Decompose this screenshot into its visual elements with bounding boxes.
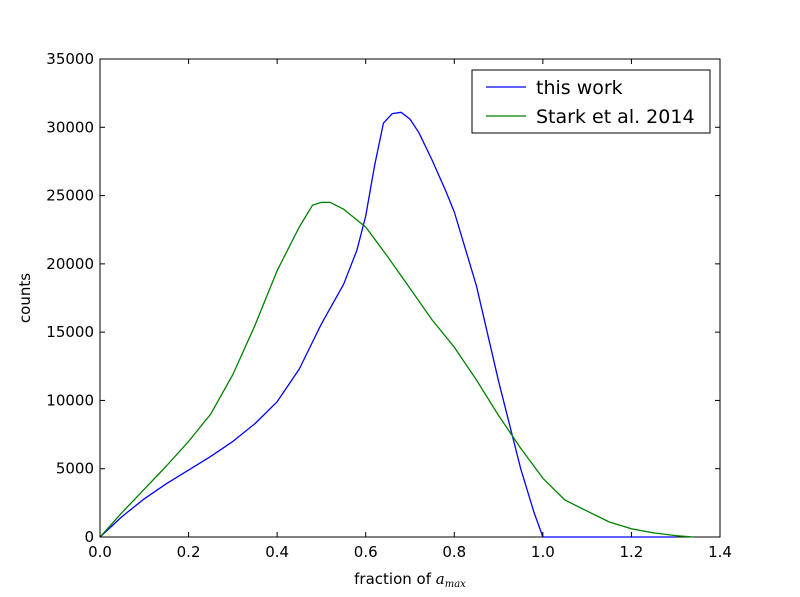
- legend-box: [471, 69, 711, 134]
- x-tick-label: 0.4: [265, 543, 289, 561]
- x-tick-label: 0.0: [88, 543, 112, 561]
- y-tick-label: 0: [84, 528, 94, 546]
- legend-label-1: this work: [536, 77, 623, 99]
- y-tick-label: 10000: [46, 391, 94, 409]
- legend-items: this work Stark et al. 2014: [486, 77, 695, 128]
- x-tick-label: 0.2: [177, 543, 201, 561]
- x-axis-label-subscript: max: [445, 579, 466, 590]
- x-axis-label: fraction of amax: [354, 570, 466, 590]
- y-axis-label: counts: [16, 273, 34, 323]
- plot-frame: [99, 58, 721, 538]
- x-axis-label-symbol: a: [436, 570, 445, 588]
- y-tick-label: 25000: [46, 187, 94, 205]
- y-tick-label: 15000: [46, 323, 94, 341]
- x-tick-label: 1.0: [531, 543, 555, 561]
- y-tick-label: 5000: [56, 460, 94, 478]
- series-line-2: [99, 201, 694, 538]
- x-tick-label: 1.2: [619, 543, 643, 561]
- tick-layer: 0.0 0.2 0.4 0.6 0.8 1.0 1.2 1.4 0 5000 10000 15000 2…: [46, 50, 732, 561]
- plot-area: 0.0 0.2 0.4 0.6 0.8 1.0 1.2 1.4 0 5000 10000 15000 2…: [46, 50, 732, 561]
- y-tick-label: 35000: [46, 50, 94, 68]
- y-tick-label: 30000: [46, 118, 94, 136]
- series-line-1: [99, 111, 676, 538]
- x-axis-label-prefix: fraction of: [354, 570, 436, 588]
- series-layer: [99, 111, 694, 538]
- x-tick-label: 0.6: [354, 543, 378, 561]
- y-tick-label: 20000: [46, 255, 94, 273]
- legend-label-2: Stark et al. 2014: [536, 106, 695, 128]
- x-tick-label: 1.4: [708, 543, 732, 561]
- x-tick-label: 0.8: [442, 543, 466, 561]
- legend: this work Stark et al. 2014: [471, 69, 711, 134]
